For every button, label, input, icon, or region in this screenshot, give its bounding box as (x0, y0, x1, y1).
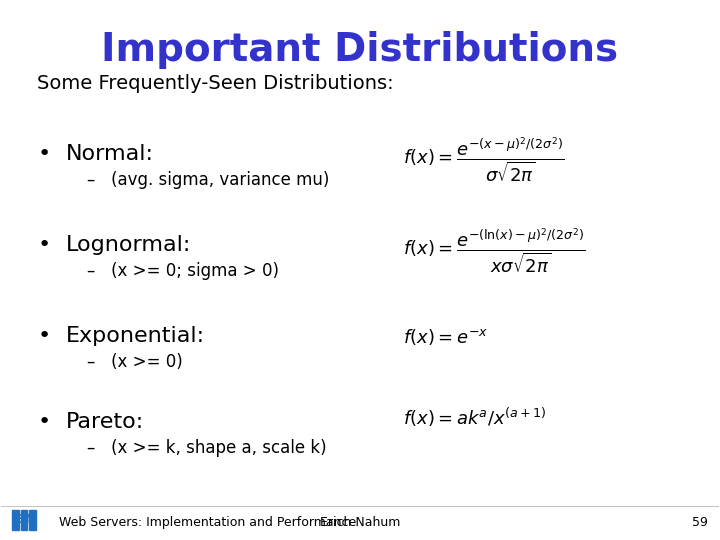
Text: IBM: IBM (12, 513, 39, 526)
Text: $f(x) = \dfrac{e^{-(\ln(x)-\mu)^2/(2\sigma^2)}}{x\sigma\sqrt{2\pi}}$: $f(x) = \dfrac{e^{-(\ln(x)-\mu)^2/(2\sig… (403, 226, 586, 276)
Text: Some Frequently-Seen Distributions:: Some Frequently-Seen Distributions: (37, 74, 394, 93)
Text: Important Distributions: Important Distributions (102, 31, 618, 69)
Text: Normal:: Normal: (66, 144, 154, 164)
Text: •: • (37, 235, 50, 255)
Text: Pareto:: Pareto: (66, 413, 144, 433)
Bar (30, 510, 36, 530)
Text: Lognormal:: Lognormal: (66, 235, 192, 255)
Text: –   (x >= k, shape a, scale k): – (x >= k, shape a, scale k) (87, 439, 327, 457)
Text: $f(x) = e^{-x}$: $f(x) = e^{-x}$ (403, 327, 488, 347)
Text: $f(x) = \dfrac{e^{-(x-\mu)^2/(2\sigma^2)}}{\sigma\sqrt{2\pi}}$: $f(x) = \dfrac{e^{-(x-\mu)^2/(2\sigma^2)… (403, 135, 564, 185)
Bar (21, 510, 27, 530)
Text: –   (avg. sigma, variance mu): – (avg. sigma, variance mu) (87, 171, 330, 188)
Text: Web Servers: Implementation and Performance: Web Servers: Implementation and Performa… (59, 516, 356, 529)
Bar (12, 510, 19, 530)
Text: $f(x) = ak^a / x^{(a+1)}$: $f(x) = ak^a / x^{(a+1)}$ (403, 406, 546, 429)
Text: •: • (37, 326, 50, 346)
Text: •: • (37, 413, 50, 433)
Text: –   (x >= 0; sigma > 0): – (x >= 0; sigma > 0) (87, 262, 279, 280)
Text: •: • (37, 144, 50, 164)
Text: 59: 59 (692, 516, 708, 529)
Text: Erich Nahum: Erich Nahum (320, 516, 400, 529)
Text: –   (x >= 0): – (x >= 0) (87, 353, 183, 372)
Text: Exponential:: Exponential: (66, 326, 205, 346)
